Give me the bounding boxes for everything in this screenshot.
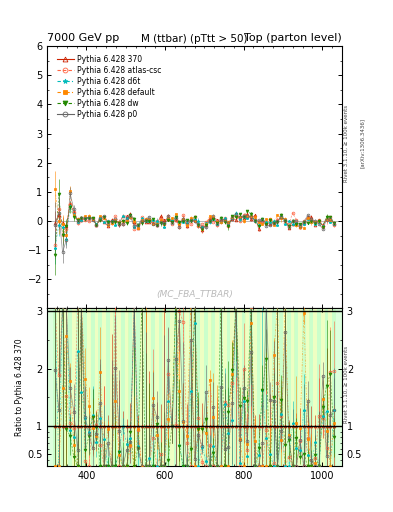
Bar <box>264 308 268 466</box>
Bar <box>294 308 298 466</box>
Bar <box>143 308 147 466</box>
Bar <box>140 308 144 466</box>
Bar <box>98 308 102 466</box>
Bar <box>185 308 189 466</box>
Bar <box>242 308 246 466</box>
Bar <box>219 308 223 466</box>
Bar <box>76 308 80 466</box>
Text: Rivet 3.1.10, ≥ 100k events: Rivet 3.1.10, ≥ 100k events <box>344 346 349 422</box>
Bar <box>110 308 114 466</box>
Bar <box>204 308 208 466</box>
Bar <box>230 308 234 466</box>
Bar <box>306 308 310 466</box>
Bar <box>261 308 264 466</box>
Bar <box>245 308 249 466</box>
Bar <box>238 308 242 466</box>
Bar <box>290 308 294 466</box>
Bar <box>83 308 87 466</box>
Bar <box>106 308 110 466</box>
Bar <box>283 308 287 466</box>
Bar <box>234 308 238 466</box>
Bar <box>257 308 261 466</box>
Bar <box>309 308 313 466</box>
Bar <box>302 308 306 466</box>
Bar <box>57 308 61 466</box>
Bar <box>328 308 332 466</box>
Bar <box>208 308 211 466</box>
Bar <box>193 308 196 466</box>
Bar <box>215 308 219 466</box>
Y-axis label: Ratio to Pythia 6.428 370: Ratio to Pythia 6.428 370 <box>15 338 24 436</box>
Bar <box>155 308 159 466</box>
Bar <box>53 308 57 466</box>
Bar <box>114 308 118 466</box>
Bar <box>72 308 76 466</box>
Bar <box>136 308 140 466</box>
Bar <box>189 308 193 466</box>
Bar <box>121 308 125 466</box>
Bar <box>287 308 291 466</box>
Bar <box>181 308 185 466</box>
Bar <box>226 308 230 466</box>
Bar <box>200 308 204 466</box>
Text: Rivet 3.1.10, ≥ 100k events: Rivet 3.1.10, ≥ 100k events <box>344 105 349 182</box>
Bar <box>64 308 68 466</box>
Bar <box>170 308 174 466</box>
Bar <box>268 308 272 466</box>
Bar <box>298 308 302 466</box>
Bar <box>151 308 155 466</box>
Bar <box>174 308 178 466</box>
Bar <box>253 308 257 466</box>
Bar <box>249 308 253 466</box>
Bar <box>279 308 283 466</box>
Bar <box>117 308 121 466</box>
Title: M (ttbar) (pTtt > 50): M (ttbar) (pTtt > 50) <box>141 34 248 44</box>
Bar <box>68 308 72 466</box>
Bar <box>79 308 83 466</box>
Bar <box>95 308 99 466</box>
Bar <box>61 308 64 466</box>
Bar <box>178 308 182 466</box>
Bar <box>272 308 275 466</box>
Text: [arXiv:1306.3436]: [arXiv:1306.3436] <box>360 118 365 168</box>
Bar <box>129 308 132 466</box>
Text: 7000 GeV pp: 7000 GeV pp <box>47 33 119 44</box>
Bar <box>147 308 151 466</box>
Bar <box>223 308 227 466</box>
Legend: Pythia 6.428 370, Pythia 6.428 atlas-csc, Pythia 6.428 d6t, Pythia 6.428 default: Pythia 6.428 370, Pythia 6.428 atlas-csc… <box>57 55 161 119</box>
Bar <box>325 308 329 466</box>
Text: Top (parton level): Top (parton level) <box>244 33 342 44</box>
Bar <box>102 308 106 466</box>
Bar <box>317 308 321 466</box>
Bar <box>332 308 336 466</box>
Text: (MC_FBA_TTBAR): (MC_FBA_TTBAR) <box>156 289 233 298</box>
Bar <box>159 308 163 466</box>
Bar <box>132 308 136 466</box>
Bar <box>275 308 279 466</box>
Bar <box>321 308 325 466</box>
Bar <box>211 308 215 466</box>
Bar <box>162 308 166 466</box>
Bar <box>91 308 95 466</box>
Bar <box>166 308 170 466</box>
Bar <box>196 308 200 466</box>
Bar <box>313 308 317 466</box>
Bar <box>125 308 129 466</box>
Bar <box>87 308 91 466</box>
